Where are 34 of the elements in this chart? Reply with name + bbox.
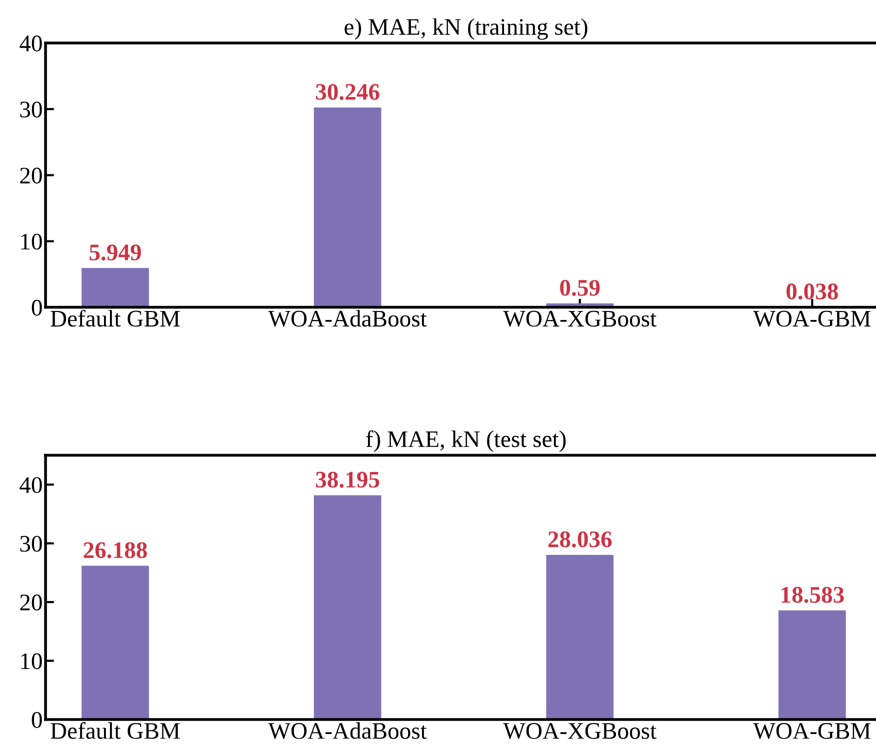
- bar: [546, 554, 614, 720]
- y-tick-label: 0: [32, 712, 42, 728]
- bar: [314, 495, 382, 720]
- x-tick-label: WOA-AdaBoost: [268, 722, 427, 740]
- data-label: 28.036: [548, 531, 612, 548]
- y-tick-label: 10: [21, 234, 42, 250]
- bar: [82, 566, 149, 720]
- data-label: 26.188: [84, 542, 147, 558]
- x-tick-label: WOA-XGBoost: [503, 723, 656, 740]
- y-tick-label: 10: [21, 653, 42, 670]
- y-tick-label: 0: [32, 300, 42, 316]
- x-tick-label: Default GBM: [50, 310, 180, 327]
- data-label: 38.195: [316, 472, 380, 488]
- x-tick-label: WOA-XGBoost: [503, 310, 656, 327]
- x-tick-label: WOA-GBM: [753, 723, 870, 740]
- y-tick-label: 40: [20, 36, 42, 52]
- x-tick-label: WOA-AdaBoost: [268, 310, 427, 327]
- bar: [314, 107, 382, 308]
- bar: [82, 268, 149, 308]
- bar: [778, 610, 846, 720]
- chart-title: e) MAE, kN (training set): [344, 18, 588, 40]
- chart-title: f) MAE, kN (test set): [366, 430, 566, 452]
- y-tick-label: 30: [20, 102, 42, 118]
- x-tick-label: Default GBM: [50, 722, 180, 739]
- y-tick-label: 40: [20, 477, 42, 494]
- data-label: 18.583: [782, 586, 844, 603]
- data-label: 0.038: [786, 284, 838, 300]
- y-tick-label: 30: [20, 536, 42, 552]
- data-label: 0.59: [560, 280, 600, 296]
- x-tick-label: WOA-GBM: [753, 310, 870, 327]
- y-tick-label: 20: [20, 594, 42, 610]
- data-label: 5.949: [90, 244, 141, 261]
- y-tick-label: 20: [20, 168, 42, 184]
- data-label: 30.246: [316, 84, 380, 100]
